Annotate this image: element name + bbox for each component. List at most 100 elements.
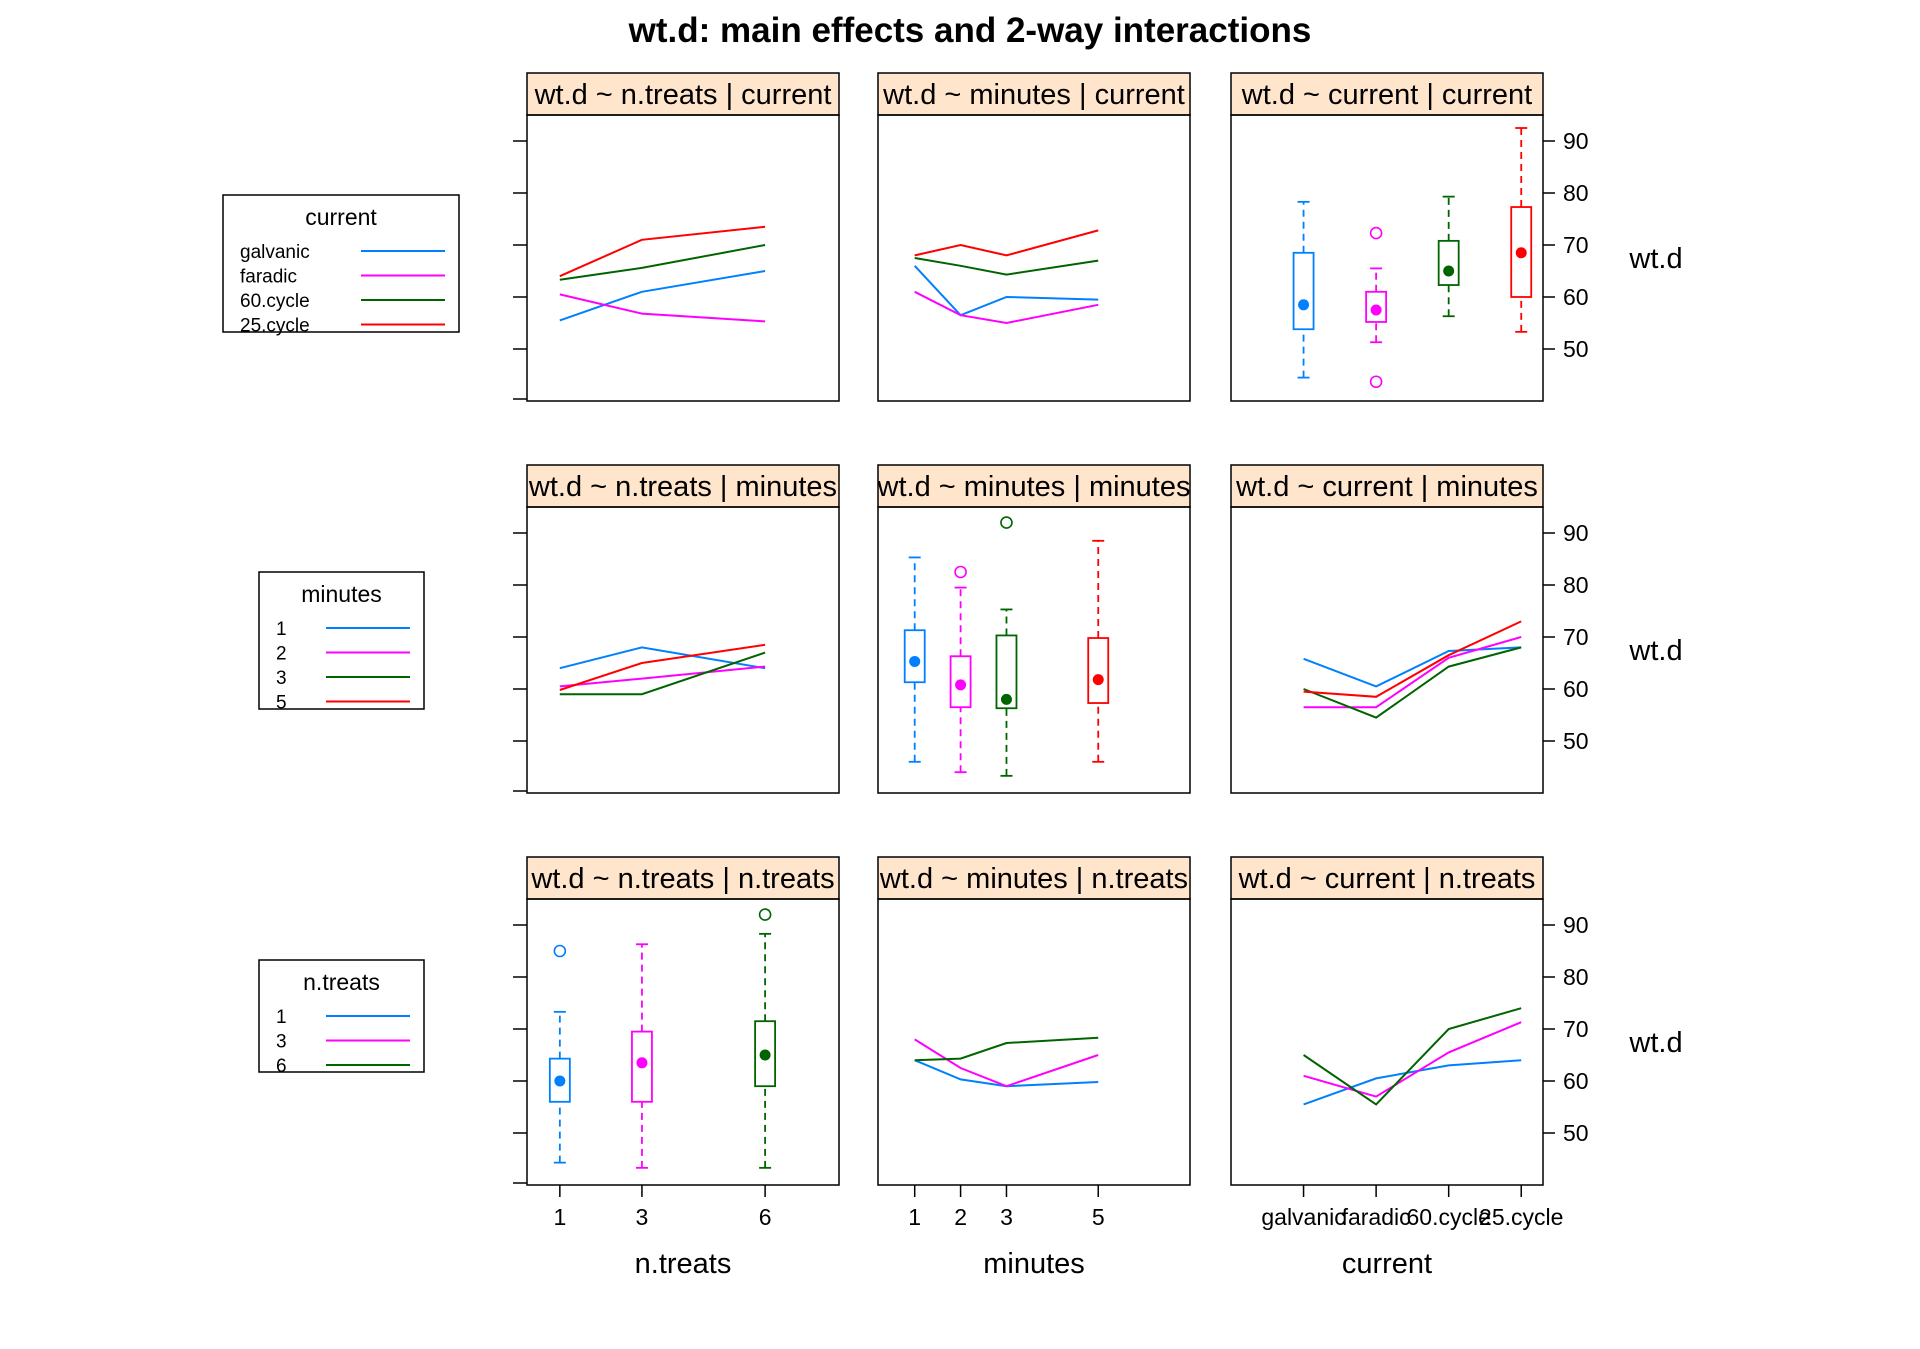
panel-strip bbox=[1230, 464, 1544, 508]
x-tick-label: 3 bbox=[636, 1204, 649, 1230]
box-median-dot bbox=[909, 655, 921, 667]
box-median-dot bbox=[636, 1057, 648, 1069]
legend-label: 5 bbox=[276, 693, 287, 714]
box-iqr bbox=[949, 655, 972, 709]
series-line-5 bbox=[559, 643, 766, 691]
y-tick-label: 90 bbox=[1563, 128, 1589, 154]
legend-minutes: minutes 1 2 3 5 bbox=[258, 571, 425, 714]
y-axis-title: wt.d bbox=[1628, 635, 1682, 667]
legend-current: current galvanic faradic 60.cycle 25.cycle bbox=[222, 194, 460, 337]
panel-strip bbox=[526, 464, 840, 508]
y-tick-label: 90 bbox=[1563, 520, 1589, 546]
series-line-2 bbox=[559, 665, 766, 688]
legend-box bbox=[222, 194, 460, 333]
panel-strip bbox=[526, 856, 840, 900]
series-line-3 bbox=[1303, 646, 1522, 719]
series-line-6 bbox=[914, 1036, 1099, 1062]
box-iqr bbox=[1437, 239, 1460, 286]
y-tick-label: 90 bbox=[1563, 912, 1589, 938]
y-tick-label: 80 bbox=[1563, 180, 1589, 206]
series-line-6 bbox=[1303, 1007, 1522, 1106]
box-1 bbox=[548, 944, 571, 1164]
series-line-1 bbox=[914, 1059, 1099, 1088]
y-tick-label: 80 bbox=[1563, 964, 1589, 990]
legend-label: 25.cycle bbox=[240, 316, 310, 337]
y-tick-label: 60 bbox=[1563, 284, 1589, 310]
y-axis-title: wt.d bbox=[1628, 243, 1682, 275]
box-median-dot bbox=[1370, 304, 1382, 316]
series-line-galvanic bbox=[913, 265, 1099, 317]
box-6 bbox=[754, 908, 777, 1169]
series-line-faradic bbox=[914, 290, 1099, 325]
panel-frame bbox=[877, 898, 1191, 1186]
legend-label: 3 bbox=[276, 668, 287, 689]
legend-box bbox=[258, 571, 425, 710]
legend-label: 1 bbox=[276, 1007, 287, 1028]
series-line-60.cycle bbox=[914, 257, 1099, 276]
box-median-dot bbox=[759, 1049, 771, 1061]
y-tick-label: 70 bbox=[1563, 624, 1589, 650]
y-tick-label: 60 bbox=[1563, 1068, 1589, 1094]
panel-frame bbox=[526, 898, 840, 1186]
series-line-25.cycle bbox=[914, 229, 1099, 257]
legend-label: 1 bbox=[276, 619, 287, 640]
series-line-faradic bbox=[559, 293, 766, 323]
legend-label: 60.cycle bbox=[240, 291, 310, 312]
legend-n.treats: n.treats 1 3 6 bbox=[258, 959, 425, 1077]
panel-strip-label: wt.d ~ n.treats | current bbox=[534, 79, 832, 111]
legend-label: 6 bbox=[276, 1056, 287, 1077]
box-outlier bbox=[553, 944, 567, 958]
panel-strip bbox=[877, 856, 1191, 900]
box-iqr bbox=[1365, 290, 1388, 323]
panel-frame bbox=[526, 506, 840, 794]
box-5 bbox=[1087, 539, 1110, 763]
box-median-dot bbox=[1092, 674, 1104, 686]
panel-frame bbox=[1230, 898, 1544, 1186]
x-tick-label: 1 bbox=[908, 1204, 921, 1230]
box-1 bbox=[1292, 200, 1315, 379]
legend-label: 2 bbox=[276, 644, 287, 665]
y-axis-title: wt.d bbox=[1628, 1027, 1682, 1059]
box-median-dot bbox=[554, 1075, 566, 1087]
box-outlier bbox=[1000, 516, 1013, 529]
panel-strip-label: wt.d ~ current | minutes bbox=[1235, 471, 1538, 503]
legend-label: faradic bbox=[240, 267, 297, 288]
x-tick-label: galvanic bbox=[1261, 1204, 1345, 1230]
chart-title: wt.d: main effects and 2-way interaction… bbox=[628, 11, 1312, 50]
box-median-dot bbox=[1298, 299, 1310, 311]
box-iqr bbox=[1292, 251, 1315, 331]
box-median-dot bbox=[1000, 693, 1012, 705]
legend-title: minutes bbox=[301, 581, 382, 607]
x-tick-label: 60.cycle bbox=[1406, 1204, 1490, 1230]
box-iqr bbox=[1087, 637, 1110, 704]
x-axis-title: minutes bbox=[983, 1248, 1085, 1280]
y-tick-label: 70 bbox=[1563, 1016, 1589, 1042]
box-3 bbox=[631, 943, 653, 1169]
series-line-25.cycle bbox=[559, 225, 766, 278]
legend-title: current bbox=[305, 204, 377, 230]
y-tick-label: 50 bbox=[1563, 1120, 1589, 1146]
panel-strip bbox=[877, 464, 1191, 508]
box-iqr bbox=[903, 629, 926, 684]
box-outlier bbox=[954, 565, 967, 579]
box-iqr bbox=[995, 634, 1018, 710]
x-tick-label: 3 bbox=[1000, 1204, 1013, 1230]
x-axis-title: current bbox=[1342, 1248, 1432, 1280]
panel-strip-label: wt.d ~ minutes | n.treats bbox=[879, 863, 1188, 895]
series-line-5 bbox=[1303, 620, 1522, 698]
panel-frame bbox=[526, 114, 840, 402]
panel-strip bbox=[526, 72, 840, 116]
panel-strip-label: wt.d ~ minutes | minutes bbox=[877, 471, 1191, 503]
x-tick-label: faradic bbox=[1342, 1204, 1411, 1230]
box-4 bbox=[1510, 127, 1533, 333]
series-line-3 bbox=[1303, 1021, 1522, 1098]
box-iqr bbox=[631, 1030, 653, 1103]
panel-strip bbox=[1230, 856, 1544, 900]
x-tick-label: 25.cycle bbox=[1479, 1204, 1563, 1230]
series-line-3 bbox=[914, 1038, 1099, 1088]
y-tick-label: 50 bbox=[1563, 336, 1589, 362]
legend-title: n.treats bbox=[303, 969, 380, 995]
panel-frame bbox=[877, 506, 1191, 794]
